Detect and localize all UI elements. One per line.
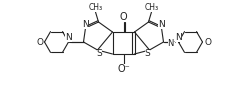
Text: S: S bbox=[97, 50, 102, 58]
Text: CH₃: CH₃ bbox=[144, 2, 159, 12]
Text: N: N bbox=[82, 20, 89, 28]
Text: O: O bbox=[36, 37, 43, 47]
Text: O: O bbox=[120, 12, 127, 22]
Text: N: N bbox=[175, 33, 182, 42]
Text: N: N bbox=[158, 20, 165, 28]
Text: N⁺: N⁺ bbox=[167, 39, 178, 47]
Text: N: N bbox=[65, 33, 72, 42]
Text: S: S bbox=[145, 50, 150, 58]
Text: CH₃: CH₃ bbox=[88, 2, 103, 12]
Text: O: O bbox=[204, 37, 211, 47]
Text: O⁻: O⁻ bbox=[117, 64, 130, 74]
